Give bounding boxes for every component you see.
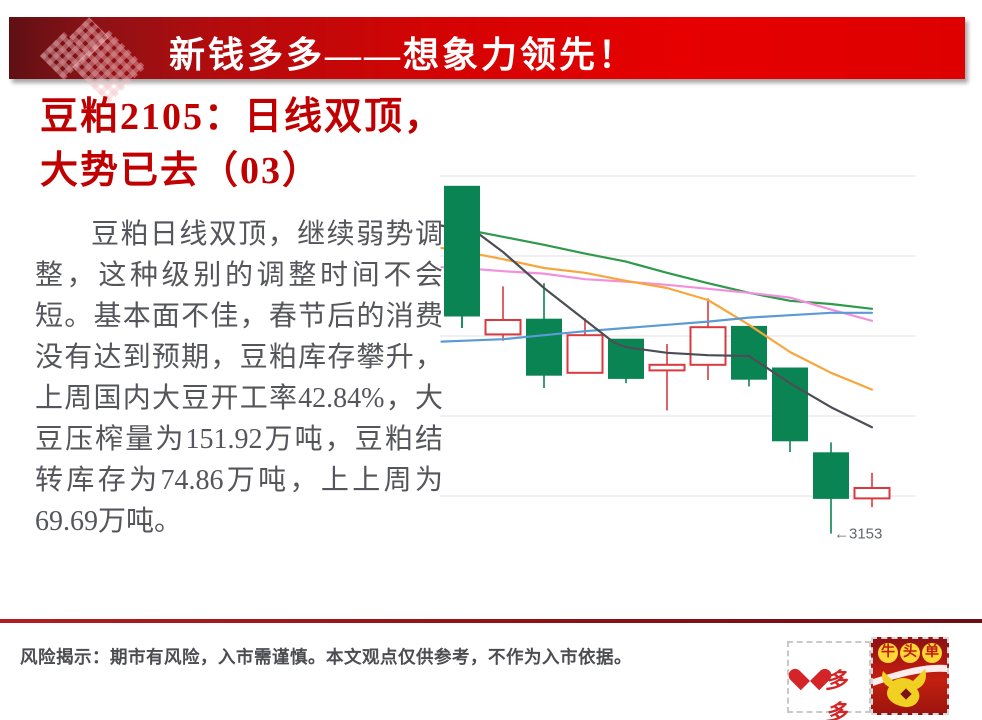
ma-line-orange [440,246,874,391]
ma-line-black [440,224,874,429]
logo-qianduoduo: 钱 多多 [787,641,871,720]
candle-body [444,185,480,317]
page-title-line2: 大势已去（03） [40,150,323,192]
candle-body [813,452,849,499]
candle-body [608,338,644,379]
candle-body [689,326,727,366]
candle-body [484,319,522,336]
ma-line-pink [440,266,874,322]
price-annotation: ←3153 [834,526,882,543]
candle-body [772,367,808,442]
logo-niutoudan: 牛 头 单 [871,637,949,715]
logo-char-niu: 牛 [878,643,898,663]
footer-divider [0,619,982,623]
bull-head-icon [873,664,947,708]
candle-body [853,487,891,500]
logo-char-dan: 单 [922,643,942,663]
ma-line-blue [440,311,874,343]
page-title-line1: 豆粕2105：日线双顶， [40,96,445,138]
page-title: 豆粕2105：日线双顶， 大势已去（03） [40,90,460,198]
analysis-paragraph: 豆粕日线双顶，继续弱势调整，这种级别的调整时间不会短。基本面不佳，春节后的消费没… [35,219,443,537]
logo-qianduoduo-text: 多多 [825,668,849,720]
logo-niutoudan-text: 牛 头 单 [873,643,947,663]
candle-body [566,334,604,374]
heart-char: 钱 [796,652,810,667]
banner-title: 新钱多多——想象力领先！ [169,35,638,75]
header-banner: 新钱多多——想象力领先！ [9,17,965,104]
candle-body [526,318,562,376]
logo-char-tou: 头 [900,643,920,663]
candle-body [731,325,767,380]
candle-body [648,363,686,372]
risk-disclaimer-text: 风险揭示：期市有风险，入市需谨慎。本文观点仅供参考，不作为入市依据。 [20,647,632,667]
ma-line-green [440,224,874,310]
